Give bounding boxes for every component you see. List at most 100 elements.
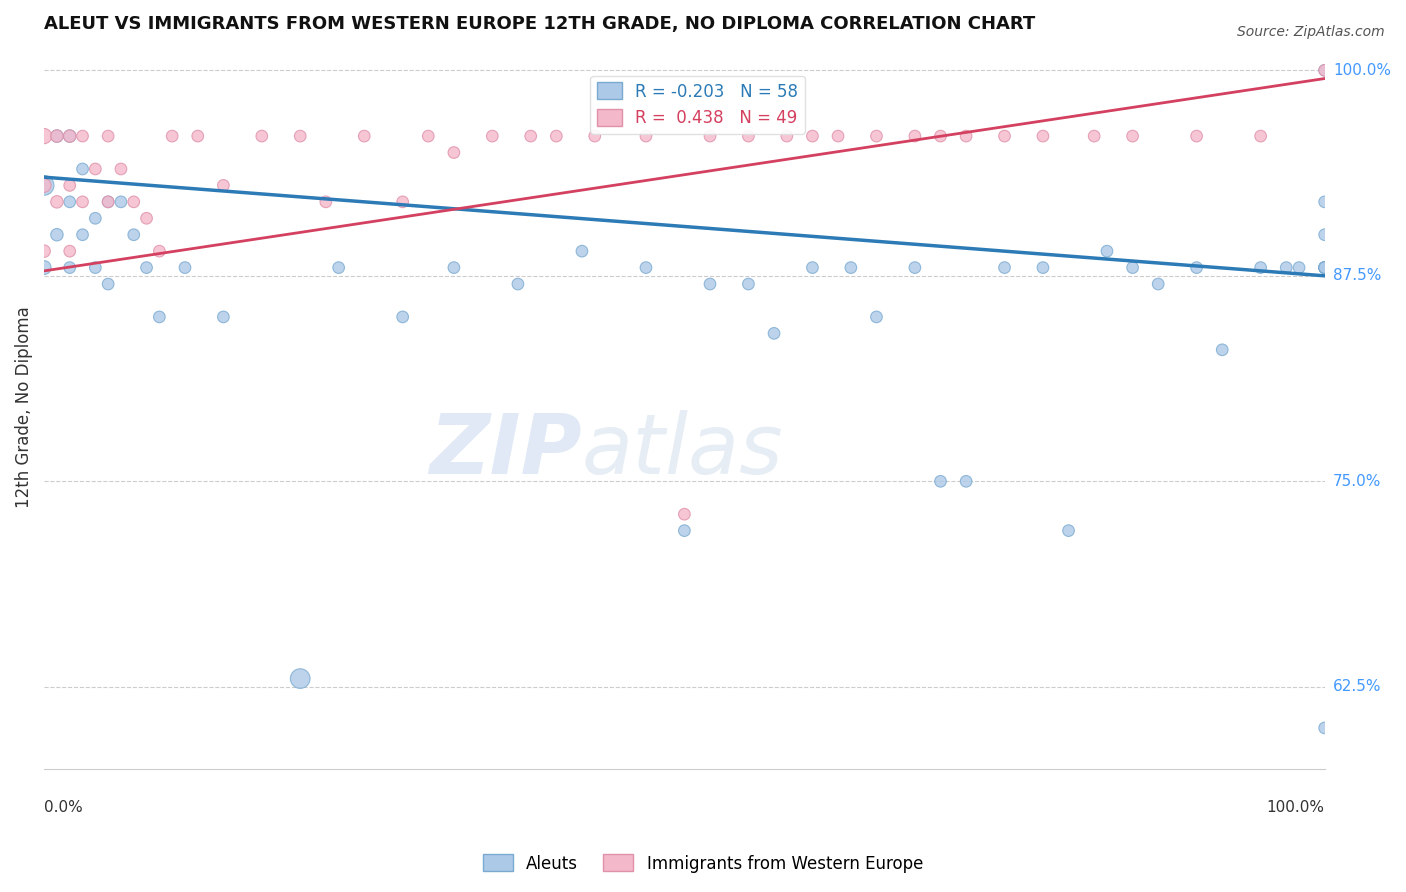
Point (993, 129, 1015, 144)
Point (160, 129, 183, 144)
Point (865, 310, 887, 324)
Text: 62.5%: 62.5% (1333, 680, 1382, 694)
Point (571, 244, 593, 259)
Point (353, 129, 375, 144)
Point (1122, 260, 1144, 275)
Point (45, 227, 67, 242)
Point (97, 277, 120, 291)
Point (32, 244, 55, 259)
Point (1250, 260, 1272, 275)
Point (519, 129, 541, 144)
Point (839, 260, 862, 275)
Point (391, 310, 413, 324)
Point (546, 129, 568, 144)
Point (148, 310, 170, 324)
Point (673, 524, 696, 538)
Text: 75.0%: 75.0% (1333, 474, 1381, 489)
Point (993, 260, 1015, 275)
Point (929, 129, 952, 144)
Point (59, 260, 82, 275)
Point (929, 475, 952, 489)
Text: ALEUT VS IMMIGRANTS FROM WESTERN EUROPE 12TH GRADE, NO DIPLOMA CORRELATION CHART: ALEUT VS IMMIGRANTS FROM WESTERN EUROPE … (44, 15, 1035, 33)
Text: 0.0%: 0.0% (44, 799, 83, 814)
Legend: Aleuts, Immigrants from Western Europe: Aleuts, Immigrants from Western Europe (477, 847, 929, 880)
Point (506, 277, 529, 291)
Point (315, 194, 337, 209)
Point (45, 129, 67, 144)
Point (72, 129, 94, 144)
Point (59, 129, 82, 144)
Point (1313, 194, 1336, 209)
Point (1313, 721, 1336, 735)
Point (32, 129, 55, 144)
Point (148, 244, 170, 259)
Point (84, 211, 107, 226)
Point (827, 129, 849, 144)
Text: 100.0%: 100.0% (1267, 799, 1324, 814)
Point (1032, 260, 1054, 275)
Point (391, 194, 413, 209)
Point (801, 260, 824, 275)
Point (59, 244, 82, 259)
Point (110, 161, 132, 176)
Text: atlas: atlas (582, 410, 783, 491)
Point (737, 277, 759, 291)
Point (699, 129, 721, 144)
Text: ZIP: ZIP (429, 410, 582, 491)
Point (776, 129, 799, 144)
Point (1313, 63, 1336, 78)
Point (59, 178, 82, 193)
Point (328, 260, 350, 275)
Point (1185, 260, 1208, 275)
Point (1313, 260, 1336, 275)
Point (1057, 524, 1080, 538)
Point (443, 145, 465, 160)
Point (72, 227, 94, 242)
Point (1275, 260, 1298, 275)
Point (1313, 260, 1336, 275)
Point (1250, 129, 1272, 144)
Point (443, 260, 465, 275)
Point (122, 227, 145, 242)
Point (763, 326, 786, 341)
Point (418, 129, 440, 144)
Point (955, 475, 977, 489)
Point (737, 129, 759, 144)
Text: 87.5%: 87.5% (1333, 268, 1381, 284)
Point (1211, 343, 1233, 357)
Point (290, 672, 312, 686)
Point (801, 129, 824, 144)
Point (481, 129, 503, 144)
Point (583, 129, 606, 144)
Point (250, 129, 273, 144)
Point (1313, 227, 1336, 242)
Point (122, 194, 145, 209)
Point (212, 178, 235, 193)
Point (1313, 260, 1336, 275)
Point (97, 194, 120, 209)
Point (72, 161, 94, 176)
Point (1288, 260, 1310, 275)
Point (110, 194, 132, 209)
Text: 100.0%: 100.0% (1333, 62, 1391, 78)
Point (1313, 260, 1336, 275)
Point (1122, 129, 1144, 144)
Point (673, 507, 696, 521)
Point (45, 129, 67, 144)
Point (865, 129, 887, 144)
Point (1032, 129, 1054, 144)
Point (904, 129, 927, 144)
Point (59, 129, 82, 144)
Point (84, 161, 107, 176)
Point (97, 194, 120, 209)
Point (955, 129, 977, 144)
Point (1313, 260, 1336, 275)
Point (212, 310, 235, 324)
Point (59, 194, 82, 209)
Point (634, 260, 657, 275)
Point (1095, 244, 1118, 259)
Point (45, 194, 67, 209)
Point (699, 277, 721, 291)
Point (135, 211, 157, 226)
Point (32, 260, 55, 275)
